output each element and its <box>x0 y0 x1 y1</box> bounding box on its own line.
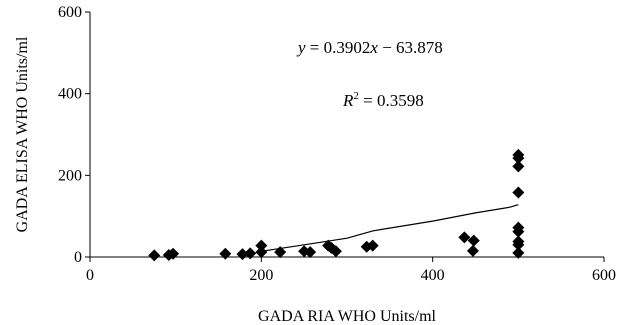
data-point <box>512 238 525 251</box>
regression-equation: y = 0.3902x − 63.878 <box>296 38 443 57</box>
data-point <box>244 247 257 260</box>
data-point <box>167 247 180 260</box>
x-tick-label: 0 <box>86 267 94 284</box>
data-points <box>148 148 525 262</box>
data-point <box>255 239 268 252</box>
equation-x-var: x <box>369 38 378 57</box>
x-tick-label: 200 <box>249 267 273 284</box>
y-tick-label: 200 <box>58 167 82 184</box>
x-tick-label: 400 <box>421 267 445 284</box>
equation-y-var: y <box>296 38 306 57</box>
data-point <box>236 248 249 261</box>
trendline <box>261 204 519 252</box>
equation-intercept: − 63.878 <box>378 38 443 57</box>
y-tick-label: 0 <box>74 249 82 266</box>
r2-value: = 0.3598 <box>359 91 424 110</box>
r2-base: R <box>342 91 354 110</box>
data-point <box>512 160 525 173</box>
y-tick-label: 400 <box>58 86 82 103</box>
data-point <box>512 225 525 238</box>
trendline-path <box>261 204 519 252</box>
data-point <box>304 246 317 259</box>
y-axis-title: GADA ELISA WHO Units/ml <box>14 36 31 232</box>
data-point <box>274 246 287 259</box>
data-point <box>512 246 525 259</box>
data-point <box>512 186 525 199</box>
equation-slope: = 0.3902 <box>306 38 371 57</box>
data-point <box>219 247 232 260</box>
data-point <box>467 234 480 247</box>
data-point <box>458 231 471 244</box>
data-point <box>329 245 342 258</box>
data-point <box>148 249 161 262</box>
y-tick-label: 600 <box>58 4 82 21</box>
ticks: 0 200 400 600 0 200 400 600 <box>58 4 616 284</box>
data-point <box>366 239 379 252</box>
data-point <box>255 246 268 259</box>
r2-superscript: 2 <box>353 90 359 102</box>
data-point <box>512 152 525 165</box>
r-squared-label: R2 = 0.3598 <box>342 90 424 110</box>
x-tick-label: 600 <box>592 267 616 284</box>
x-axis-title: GADA RIA WHO Units/ml <box>258 308 436 325</box>
data-point <box>466 244 479 257</box>
